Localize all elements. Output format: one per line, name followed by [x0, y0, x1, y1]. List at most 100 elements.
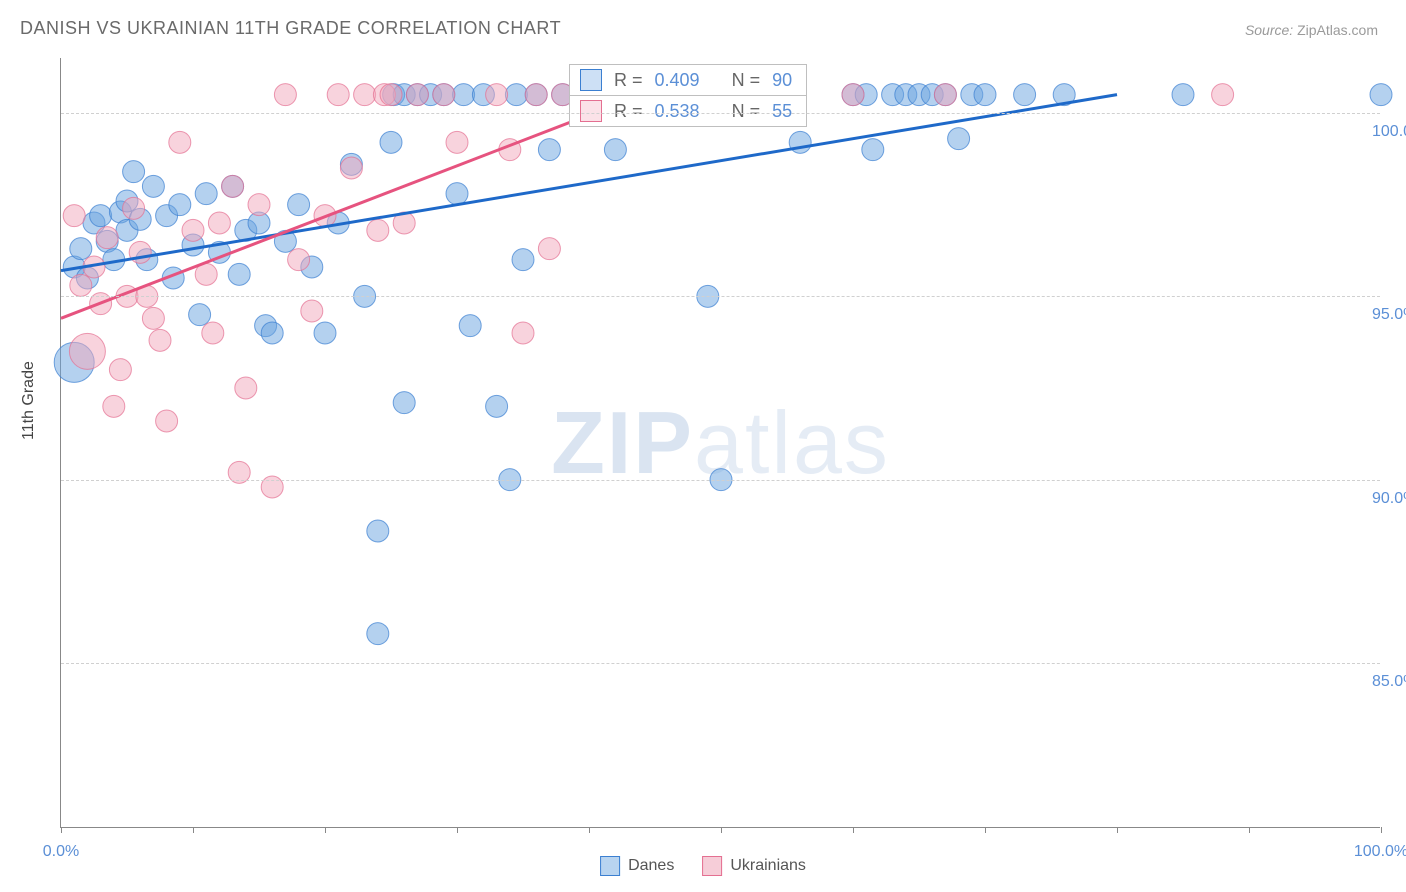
scatter-point — [103, 395, 125, 417]
scatter-point — [96, 227, 118, 249]
scatter-point — [248, 194, 270, 216]
scatter-point — [842, 84, 864, 106]
regression-line — [61, 95, 642, 319]
legend-item: Ukrainians — [702, 856, 806, 876]
stat-swatch — [580, 100, 602, 122]
scatter-point — [505, 84, 527, 106]
gridline — [61, 113, 1380, 114]
x-tick — [853, 827, 854, 833]
x-tick — [1249, 827, 1250, 833]
y-tick-label: 100.0% — [1372, 123, 1406, 141]
scatter-point — [235, 377, 257, 399]
scatter-point — [340, 157, 362, 179]
scatter-point — [228, 263, 250, 285]
x-tick-label: 100.0% — [1354, 843, 1406, 861]
scatter-point — [380, 131, 402, 153]
scatter-point — [208, 212, 230, 234]
y-tick-label: 85.0% — [1372, 673, 1406, 691]
stat-n-label: N = — [732, 70, 761, 91]
scatter-point — [446, 131, 468, 153]
x-tick — [589, 827, 590, 833]
scatter-point — [604, 139, 626, 161]
legend-swatch — [702, 856, 722, 876]
chart-title: DANISH VS UKRAINIAN 11TH GRADE CORRELATI… — [20, 18, 561, 39]
stat-r-value: 0.409 — [655, 70, 700, 91]
scatter-point — [486, 84, 508, 106]
stat-row: R = 0.409 N = 90 — [570, 65, 806, 96]
scatter-point — [974, 84, 996, 106]
legend-label: Danes — [628, 857, 674, 874]
scatter-point — [486, 395, 508, 417]
scatter-point — [862, 139, 884, 161]
source-value: ZipAtlas.com — [1297, 22, 1378, 38]
x-tick — [457, 827, 458, 833]
scatter-point — [406, 84, 428, 106]
gridline — [61, 663, 1380, 664]
scatter-point — [453, 84, 475, 106]
scatter-point — [142, 307, 164, 329]
scatter-point — [380, 84, 402, 106]
plot-area: ZIPatlas R =0.409N =90R =0.538N =55 85.0… — [60, 58, 1380, 828]
scatter-point — [63, 205, 85, 227]
scatter-point — [202, 322, 224, 344]
scatter-point — [169, 131, 191, 153]
scatter-point — [69, 333, 105, 369]
x-tick — [61, 827, 62, 833]
scatter-point — [512, 249, 534, 271]
scatter-point — [123, 161, 145, 183]
scatter-point — [538, 238, 560, 260]
scatter-point — [195, 183, 217, 205]
scatter-point — [288, 194, 310, 216]
scatter-point — [189, 304, 211, 326]
scatter-point — [393, 392, 415, 414]
stat-swatch — [580, 69, 602, 91]
scatter-point — [934, 84, 956, 106]
stat-n-value: 90 — [772, 70, 792, 91]
scatter-point — [222, 175, 244, 197]
legend-item: Danes — [600, 856, 674, 876]
scatter-point — [182, 219, 204, 241]
stat-n-label: N = — [732, 101, 761, 122]
scatter-point — [367, 520, 389, 542]
source-credit: Source: ZipAtlas.com — [1245, 22, 1378, 38]
scatter-point — [354, 84, 376, 106]
scatter-point — [1212, 84, 1234, 106]
legend: Danes Ukrainians — [600, 856, 806, 876]
x-tick — [1381, 827, 1382, 833]
scatter-point — [274, 84, 296, 106]
x-tick — [721, 827, 722, 833]
scatter-point — [90, 205, 112, 227]
scatter-point — [123, 197, 145, 219]
y-tick-label: 90.0% — [1372, 490, 1406, 508]
scatter-point — [149, 329, 171, 351]
scatter-point — [169, 194, 191, 216]
x-tick-label: 0.0% — [43, 843, 79, 861]
scatter-point — [156, 410, 178, 432]
scatter-point — [288, 249, 310, 271]
scatter-point — [459, 315, 481, 337]
stat-r-label: R = — [614, 101, 643, 122]
scatter-point — [525, 84, 547, 106]
chart-svg — [61, 58, 1380, 827]
scatter-point — [327, 84, 349, 106]
stat-r-value: 0.538 — [655, 101, 700, 122]
scatter-point — [367, 219, 389, 241]
scatter-point — [948, 128, 970, 150]
scatter-point — [1370, 84, 1392, 106]
scatter-point — [142, 175, 164, 197]
legend-swatch — [600, 856, 620, 876]
x-tick — [985, 827, 986, 833]
x-tick — [1117, 827, 1118, 833]
scatter-point — [70, 238, 92, 260]
scatter-point — [109, 359, 131, 381]
stat-r-label: R = — [614, 70, 643, 91]
scatter-point — [1014, 84, 1036, 106]
gridline — [61, 480, 1380, 481]
scatter-point — [261, 322, 283, 344]
scatter-point — [301, 300, 323, 322]
stat-row: R =0.538N =55 — [570, 96, 806, 126]
y-axis-title: 11th Grade — [20, 361, 38, 440]
scatter-point — [512, 322, 534, 344]
scatter-point — [446, 183, 468, 205]
source-label: Source: — [1245, 22, 1293, 38]
